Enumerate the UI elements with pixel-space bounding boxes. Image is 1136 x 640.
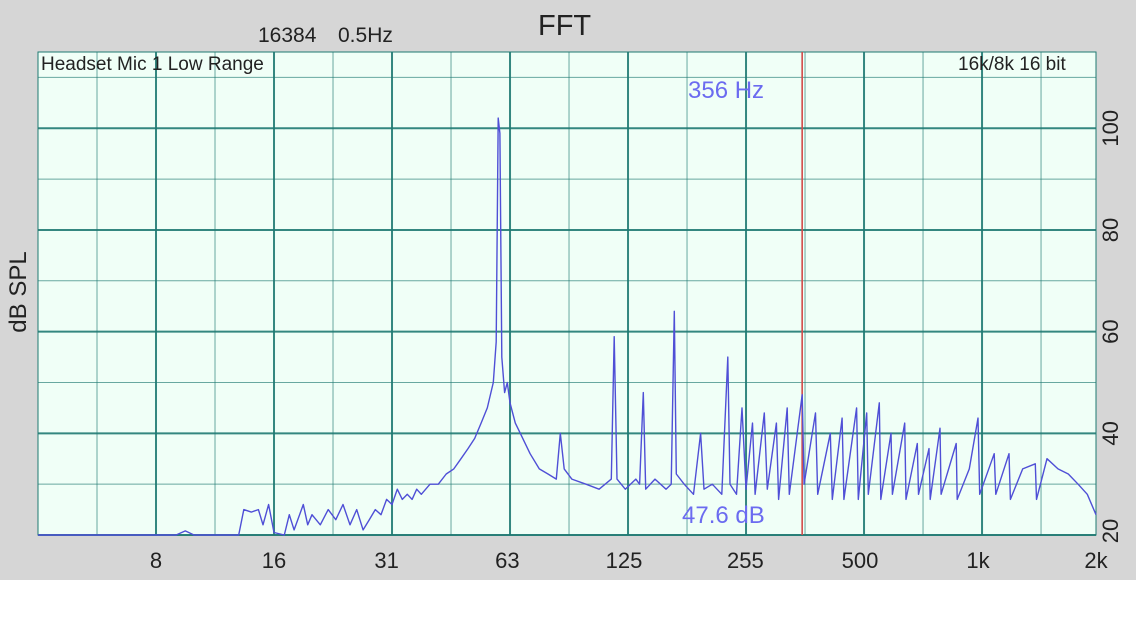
x-tick-label: 2k [1084, 548, 1108, 573]
y-tick-label: 20 [1098, 519, 1123, 543]
format-label: 16k/8k 16 bit [958, 54, 1066, 75]
x-tick-label: 255 [727, 548, 764, 573]
spectrum-trace [38, 117, 1097, 536]
x-tick-label: 125 [606, 548, 643, 573]
plot-border [37, 51, 1097, 536]
y-tick-label: 60 [1098, 319, 1123, 343]
x-tick-label: 500 [842, 548, 879, 573]
input-device-label: Headset Mic 1 Low Range [41, 54, 264, 75]
y-tick-label: 80 [1098, 218, 1123, 242]
x-tick-label: 16 [262, 548, 286, 573]
marker-level-label: 47.6 dB [682, 502, 765, 529]
marker-frequency-label: 356 Hz [688, 77, 765, 104]
x-tick-label: 31 [374, 548, 398, 573]
y-tick-label: 100 [1098, 110, 1123, 147]
plot-area [38, 52, 1096, 535]
fft-chart: 8 16 31 63 125 255 500 1k 2k 20 40 60 80 100 dB SPL [5, 51, 1123, 573]
x-tick-label: 8 [150, 548, 162, 573]
chart-title: FFT [538, 10, 592, 42]
x-tick-label: 1k [966, 548, 990, 573]
resolution-label: 0.5Hz [338, 24, 393, 47]
x-tick-label: 63 [495, 548, 519, 573]
fft-size-label: 16384 [258, 24, 317, 47]
y-tick-label: 40 [1098, 421, 1123, 445]
y-axis-title: dB SPL [5, 251, 32, 332]
